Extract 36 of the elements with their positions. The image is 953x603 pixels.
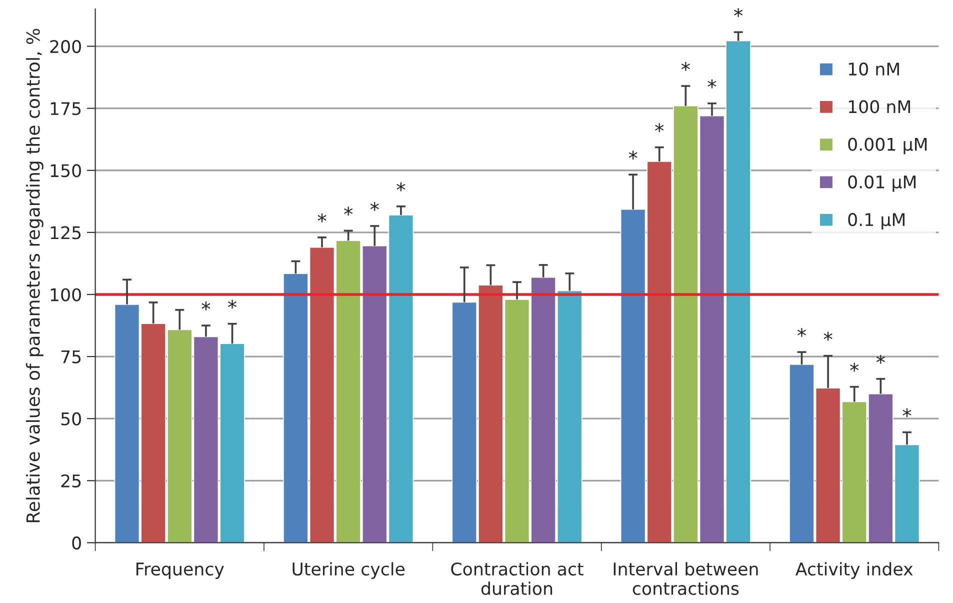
x-tick-label: Uterine cycle <box>292 562 405 579</box>
y-tick-label: 100 <box>50 288 81 302</box>
y-tick-label: 200 <box>50 40 81 54</box>
data-label: * <box>318 213 326 222</box>
x-tick-label: Activity index <box>796 562 913 579</box>
data-label: * <box>850 362 859 372</box>
legend-label: 100 nM <box>848 100 910 114</box>
y-axis-title: Relative values of parameters regarding the control, % <box>26 28 44 522</box>
y-tick-label: 0 <box>72 536 81 550</box>
data-label: * <box>876 354 885 364</box>
y-tick-label: 50 <box>61 412 81 426</box>
data-label: * <box>655 123 664 132</box>
data-label: * <box>344 206 353 216</box>
legend-label: 10 nM <box>848 62 899 76</box>
data-label: * <box>681 62 690 71</box>
y-tick-label: 75 <box>61 350 81 364</box>
data-label: * <box>202 301 210 310</box>
data-label: * <box>628 150 638 160</box>
x-tick-label: Interval between contractions <box>614 562 758 596</box>
legend-label: 0.001 μM <box>848 138 927 154</box>
y-tick-label: 125 <box>50 226 81 240</box>
x-tick-label: Contraction act duration <box>451 562 584 596</box>
legend-label: 0.01 μM <box>848 175 916 192</box>
y-tick-label: 175 <box>50 102 81 116</box>
data-label: * <box>734 8 743 17</box>
y-tick-label: 150 <box>50 164 81 178</box>
data-label: * <box>228 300 237 309</box>
data-label: * <box>708 79 716 88</box>
data-label: * <box>824 332 832 341</box>
data-label: * <box>902 408 912 418</box>
data-label: * <box>396 182 406 192</box>
x-tick-label: Frequency <box>136 562 224 579</box>
legend-label: 0.1 μM <box>848 213 904 230</box>
data-label: * <box>370 202 379 211</box>
data-label: * <box>797 328 806 337</box>
y-tick-label: 25 <box>61 474 81 488</box>
